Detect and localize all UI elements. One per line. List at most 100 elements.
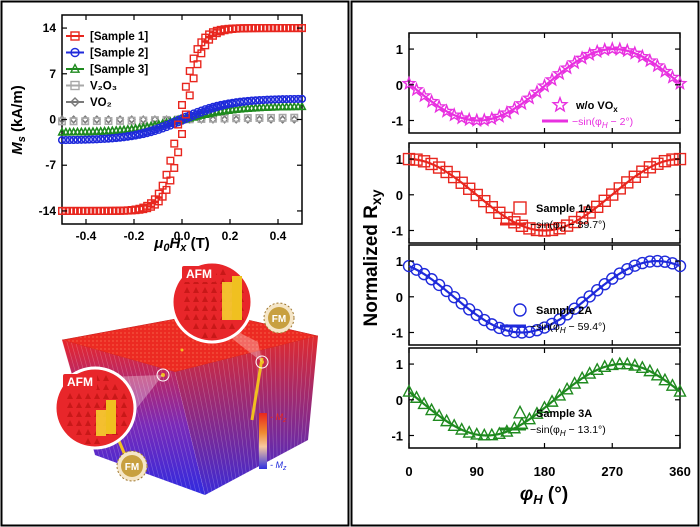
afm-zoom-circle-bottom: AFM: [53, 366, 137, 450]
spin-arrow: [220, 323, 226, 329]
hyst-point: [278, 115, 287, 124]
hyst-point: [232, 115, 241, 124]
hyst-point: [243, 114, 252, 122]
y-tick-label: -1: [391, 326, 403, 341]
spin-arrow: [202, 305, 208, 311]
hyst-point: [220, 115, 229, 124]
spin-arrow: [202, 287, 208, 293]
slab-hatch: [165, 369, 197, 492]
hyst-point: [208, 102, 217, 111]
x-tick-label: 90: [470, 464, 484, 479]
data-point: [485, 318, 499, 331]
y-tick-label: -1: [391, 224, 403, 239]
normalized-rxy-chart: -1 0 1 w/o VOx −sin(φH − 2°) -1 0 1 Sample 1A −si…: [361, 32, 691, 507]
slab-hatch: [198, 365, 223, 486]
data-point: [643, 161, 657, 174]
data-point: [664, 69, 681, 84]
fit-curve: [408, 48, 681, 122]
hyst-point: [174, 148, 183, 157]
legend-label: V₂O₃: [90, 81, 117, 93]
data-point: [462, 425, 476, 438]
data-point: [515, 219, 529, 233]
data-point: [628, 358, 642, 371]
hyst-point: [170, 139, 179, 148]
data-point: [568, 215, 581, 229]
y-tick-label: 0: [396, 188, 403, 203]
hyst-point: [243, 96, 252, 105]
hyst-point: [216, 100, 225, 109]
hyst-point: [290, 115, 299, 124]
hyst-point: [220, 100, 229, 109]
data-point: [530, 223, 544, 237]
afm-zoom-circle-top: AFM: [170, 260, 254, 344]
slab-hatch: [137, 361, 169, 482]
spin-arrow: [67, 393, 73, 399]
spin-arrow: [103, 375, 109, 381]
spin-arrow: [94, 393, 100, 399]
slab-hatch: [293, 340, 300, 448]
rxy-panel-3: -1 0 1 Sample 2A −sin(φH − 59.4°): [391, 244, 687, 346]
slab-hatch: [170, 370, 201, 494]
hyst-point: [127, 131, 136, 140]
hyst-point: [116, 133, 125, 142]
y-tick-label: -14: [39, 204, 57, 218]
data-point: [485, 427, 499, 441]
hyst-point: [77, 135, 86, 144]
hyst-point: [166, 119, 175, 128]
slab-hatch: [265, 349, 271, 461]
hyst-point: [127, 115, 136, 124]
hyst-point: [298, 94, 307, 103]
data-point: [635, 360, 650, 374]
data-point: [553, 222, 566, 235]
data-point: [523, 325, 536, 339]
hyst-point: [123, 131, 132, 140]
data-point: [613, 267, 626, 280]
spin-arrow: [202, 296, 208, 302]
data-point: [673, 152, 687, 166]
data-point: [440, 284, 453, 298]
slab-hatch: [155, 366, 187, 489]
afm-spot-2-core: [260, 360, 264, 364]
afm-fm-illustration: AFM AFM FM FM - Mz - Mz: [53, 260, 319, 496]
left-panel-frame: [0, 0, 350, 527]
hyst-point: [112, 133, 121, 142]
data-point: [463, 182, 476, 195]
mz-color-scale: [259, 413, 267, 469]
hyst-point: [81, 117, 90, 126]
x-tick-label: 0.2: [222, 229, 239, 243]
data-point: [657, 63, 673, 78]
hyst-point: [116, 116, 124, 125]
slab-hatch: [160, 367, 192, 491]
x-tick-label: 180: [534, 464, 556, 479]
data-point: [643, 255, 657, 268]
slab-hatch: [231, 357, 247, 474]
legend-label: [Sample 3]: [90, 64, 148, 76]
hyst-point: [247, 96, 256, 105]
hyst-point: [73, 135, 82, 144]
data-point: [613, 356, 627, 370]
spin-arrow: [103, 384, 109, 390]
data-point: [636, 256, 649, 270]
hyst-point: [255, 114, 264, 122]
data-point: [493, 321, 506, 335]
hyst-point: [228, 98, 237, 107]
legend-marker: [513, 303, 527, 317]
hyst-point: [143, 127, 152, 136]
data-point: [455, 297, 468, 310]
afm-spot-3: [180, 348, 184, 352]
slab-hatch: [203, 364, 226, 485]
spin-arrow: [184, 314, 190, 320]
spin-arrow: [112, 393, 118, 399]
spin-arrow: [94, 402, 100, 408]
hyst-point: [139, 128, 148, 137]
data-point: [431, 98, 447, 114]
data-point: [650, 367, 665, 381]
data-point: [402, 152, 416, 166]
slab-hatch: [146, 363, 178, 486]
rxy-y-label: Normalized Rxy: [361, 189, 384, 326]
slab-hatch: [184, 369, 213, 492]
hyst-point: [119, 132, 128, 141]
spin-arrow: [121, 402, 127, 408]
data-point: [461, 111, 477, 127]
